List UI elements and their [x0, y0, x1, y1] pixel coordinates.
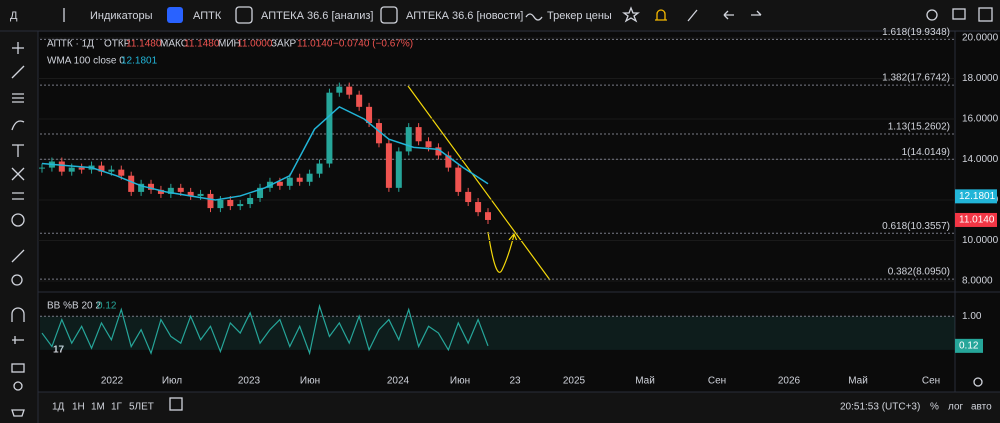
time-label: 2022	[101, 376, 124, 387]
osc-tag-label: 0.12	[959, 340, 979, 351]
candle-body	[39, 168, 45, 169]
time-label: 2024	[387, 376, 410, 387]
legend-close: 11.0140	[297, 39, 333, 50]
candle-body	[455, 168, 461, 192]
time-label: 2023	[238, 376, 261, 387]
y-tick-label: 14.0000	[962, 154, 999, 165]
time-label: Июн	[450, 376, 470, 387]
wma-label: WMA 100 close 0	[47, 56, 125, 67]
bb-label: BB %B 20 2	[47, 301, 101, 312]
candle-body	[396, 151, 402, 187]
candle-body	[178, 188, 184, 192]
fib-label: 1.618(19.9348)	[882, 27, 950, 38]
tracker-button[interactable]: Трекер цены	[547, 10, 612, 22]
candle-body	[317, 164, 323, 174]
y-tick-label: 20.0000	[962, 33, 999, 44]
legend-close-label: ЗАКР	[271, 39, 297, 50]
osc-tick-label: 1.00	[962, 311, 982, 322]
candle-body	[118, 170, 124, 176]
clock: 20:51:53 (UTC+3)	[840, 402, 920, 413]
range-1w[interactable]: 1Н	[72, 402, 85, 413]
symbol-button[interactable]: АПТК	[193, 10, 222, 22]
candle-body	[475, 202, 481, 212]
candle-body	[416, 127, 422, 141]
candle-body	[128, 176, 134, 192]
fib-label: 0.618(10.3557)	[882, 221, 950, 232]
range-1m[interactable]: 1М	[91, 402, 105, 413]
fib-label: 0.382(8.0950)	[888, 267, 950, 278]
candle-body	[406, 127, 412, 151]
candle-body	[465, 192, 471, 202]
percent-toggle[interactable]: %	[930, 402, 939, 413]
candle-body	[227, 200, 233, 206]
time-label: Сен	[708, 376, 726, 387]
time-label: Июн	[300, 376, 320, 387]
legend-change: −0.0740 (−0.67%)	[333, 39, 413, 50]
candle-body	[59, 162, 65, 172]
candle-body	[198, 194, 204, 196]
candle-body	[307, 174, 313, 182]
candle-body	[346, 87, 352, 95]
price-tag-label: 11.0140	[959, 215, 995, 226]
candle-body	[69, 168, 75, 172]
auto-toggle[interactable]: авто	[971, 402, 992, 413]
candle-body	[485, 212, 491, 220]
fib-label: 1.13(15.2602)	[888, 122, 950, 133]
time-label: Сен	[922, 376, 940, 387]
y-tick-label: 18.0000	[962, 73, 999, 84]
analysis-button[interactable]: АПТЕКА 36.6 [анализ]	[261, 10, 373, 22]
news-button[interactable]: АПТЕКА 36.6 [новости]	[406, 10, 523, 22]
candle-body	[287, 178, 293, 186]
time-label: Июл	[162, 376, 182, 387]
price-tag-label: 12.1801	[959, 191, 996, 202]
time-label: 2025	[563, 376, 586, 387]
fib-label: 1(14.0149)	[902, 147, 950, 158]
range-1y[interactable]: 1Г	[111, 402, 123, 413]
candle-body	[386, 143, 392, 188]
candle-body	[237, 204, 243, 206]
legend-symbol: АПТК · 1Д	[47, 39, 94, 50]
candle-body	[426, 141, 432, 147]
legend-high: 11.1480	[184, 39, 220, 50]
indicators-button[interactable]: Индикаторы	[90, 10, 153, 22]
legend-open: 11.1480	[126, 39, 162, 50]
range-5y[interactable]: 5ЛЕТ	[129, 402, 154, 413]
bb-value: 0.12	[97, 301, 117, 312]
candle-body	[108, 170, 114, 172]
candle-body	[356, 95, 362, 107]
y-tick-label: 10.0000	[962, 235, 999, 246]
range-1d[interactable]: 1Д	[52, 402, 65, 413]
y-tick-label: 8.0000	[962, 276, 993, 287]
time-label: Май	[635, 376, 655, 387]
y-tick-label: 16.0000	[962, 114, 999, 125]
candle-body	[207, 194, 213, 208]
candle-body	[79, 168, 85, 170]
candle-body	[217, 200, 223, 208]
legend-low: 11.0000	[237, 39, 273, 50]
log-toggle[interactable]: лог	[948, 402, 964, 413]
candle-body	[247, 198, 253, 204]
wma-value: 12.1801	[121, 56, 158, 67]
candle-body	[297, 178, 303, 182]
bb-band	[40, 316, 955, 350]
fib-label: 1.382(17.6742)	[882, 73, 950, 84]
time-label: Май	[848, 376, 868, 387]
interval[interactable]: Д	[10, 10, 18, 22]
candle-body	[336, 87, 342, 93]
candle-body	[326, 93, 332, 164]
time-label: 23	[509, 376, 521, 387]
time-label: 2026	[778, 376, 801, 387]
